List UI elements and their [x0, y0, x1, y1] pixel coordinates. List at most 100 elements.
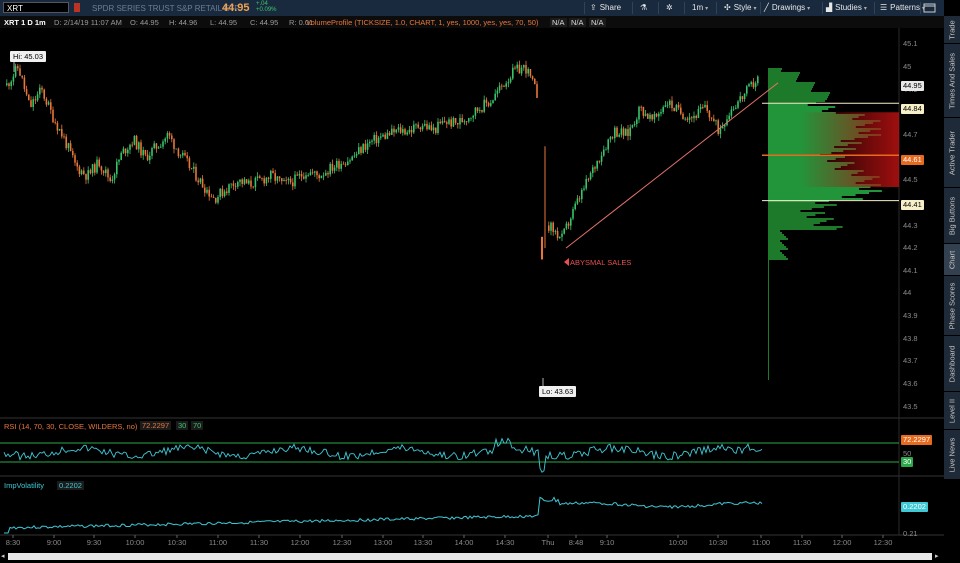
chart-id[interactable]: XRT 1 D 1m	[4, 18, 46, 27]
candle-body	[529, 69, 532, 77]
profile-bar	[768, 78, 797, 80]
candle-body	[50, 102, 52, 110]
candle-body	[327, 172, 329, 175]
candle-body	[252, 186, 254, 188]
candle-body	[728, 115, 730, 120]
profile-bar	[768, 220, 827, 222]
rsi-value: 72.2297	[140, 421, 172, 430]
candle-body	[320, 175, 323, 179]
separator	[874, 2, 875, 14]
candle-body	[276, 176, 279, 181]
profile-bar	[768, 342, 769, 344]
tab-times-and-sales[interactable]: Times And Sales	[944, 44, 960, 118]
price-tick-label: 43.5	[903, 401, 918, 411]
candle-body	[175, 148, 177, 150]
patterns-button[interactable]: ☰ Patterns ▾	[880, 3, 925, 12]
candle-body	[395, 129, 397, 133]
tab-live-news[interactable]: Live News	[944, 430, 960, 480]
candle-body	[8, 83, 10, 87]
time-tick-label: 11:00	[751, 538, 771, 547]
settings-button[interactable]: ✲	[666, 2, 673, 14]
profile-bar	[768, 294, 769, 296]
rsi-tag: 72.2297	[901, 435, 933, 445]
candle-body	[567, 223, 570, 226]
study-value-na: N/A	[569, 18, 586, 27]
candle-body	[69, 143, 72, 151]
candle-body	[421, 125, 424, 130]
flag-icon[interactable]	[74, 3, 80, 12]
profile-bar	[768, 214, 816, 216]
candle-body	[47, 102, 50, 105]
tab-phase-scores[interactable]: Phase Scores	[944, 276, 960, 336]
candle-body	[448, 119, 450, 124]
candle-body	[494, 93, 496, 101]
studies-button[interactable]: ▟ Studies ▾	[826, 3, 867, 12]
time-tick-label: 12:30	[332, 538, 352, 547]
candle-body	[393, 128, 395, 133]
candle-body	[518, 64, 521, 74]
candle-body	[443, 121, 446, 123]
flask-button[interactable]: ⚗	[640, 2, 647, 14]
tab-chart[interactable]: Chart	[944, 244, 960, 276]
rsi-label[interactable]: RSI (14, 70, 30, CLOSE, WILDERS, no)	[4, 422, 138, 431]
candle-body	[465, 121, 468, 123]
iv-label[interactable]: ImpVolatility	[4, 481, 45, 490]
style-button[interactable]: ✣ Style ▾	[724, 3, 757, 12]
horizontal-scrollbar[interactable]: ◂ ▸	[0, 548, 944, 563]
candle-body	[380, 136, 382, 138]
candle-body	[193, 166, 195, 169]
candle-body	[426, 123, 428, 130]
price-tick-label: 44.3	[903, 220, 918, 230]
interval-button[interactable]: 1m ▾	[692, 3, 709, 12]
candle-body	[184, 152, 186, 156]
candle-body	[627, 129, 629, 136]
candle-body	[556, 230, 559, 239]
candle-body	[629, 127, 631, 136]
tab-trade[interactable]: Trade	[944, 16, 960, 44]
price-chart[interactable]	[0, 0, 944, 548]
scroll-right-icon[interactable]: ▸	[935, 553, 939, 560]
profile-bar	[768, 210, 801, 212]
candle-body	[669, 100, 671, 105]
scrollbar-track[interactable]	[8, 553, 932, 560]
candle-body	[210, 196, 213, 198]
profile-bar	[768, 336, 769, 338]
profile-bar	[768, 268, 769, 270]
scroll-left-icon[interactable]: ◂	[1, 553, 5, 560]
candle-body	[56, 122, 59, 131]
profile-bar	[768, 194, 856, 196]
candle-body	[107, 169, 109, 178]
profile-bar	[768, 302, 769, 304]
candle-body	[391, 128, 393, 135]
tab-big-buttons[interactable]: Big Buttons	[944, 188, 960, 244]
candle-body	[598, 160, 601, 162]
candle-body	[461, 117, 463, 123]
candle-body	[362, 143, 364, 153]
candle-body	[17, 66, 19, 69]
candle-body	[364, 143, 367, 150]
profile-bar	[768, 80, 796, 82]
study-label[interactable]: VolumeProfile (TICKSIZE, 1.0, CHART, 1, …	[306, 18, 539, 27]
candle-body	[80, 170, 83, 175]
candle-body	[254, 177, 257, 188]
candle-body	[620, 128, 623, 135]
share-button[interactable]: ⇪ Share	[590, 3, 622, 12]
symbol-input[interactable]: XRT	[3, 2, 69, 13]
annotation-text: ABYSMAL SALES	[570, 258, 632, 267]
tab-active-trader[interactable]: Active Trader	[944, 118, 960, 188]
tab-dashboard[interactable]: Dashboard	[944, 336, 960, 392]
candle-body	[296, 174, 298, 176]
window-buttons[interactable]	[922, 2, 938, 14]
candle-body	[541, 236, 543, 260]
candle-body	[603, 149, 605, 156]
candle-body	[340, 163, 342, 169]
profile-bar	[768, 188, 860, 190]
profile-bar	[768, 372, 769, 374]
profile-bar	[768, 348, 769, 350]
tab-label: Level II	[947, 398, 957, 423]
tab-level-ii[interactable]: Level II	[944, 392, 960, 430]
candle-body	[111, 179, 114, 182]
profile-bar	[768, 318, 769, 320]
drawings-button[interactable]: ╱ Drawings ▾	[764, 3, 811, 12]
candle-body	[157, 147, 160, 149]
